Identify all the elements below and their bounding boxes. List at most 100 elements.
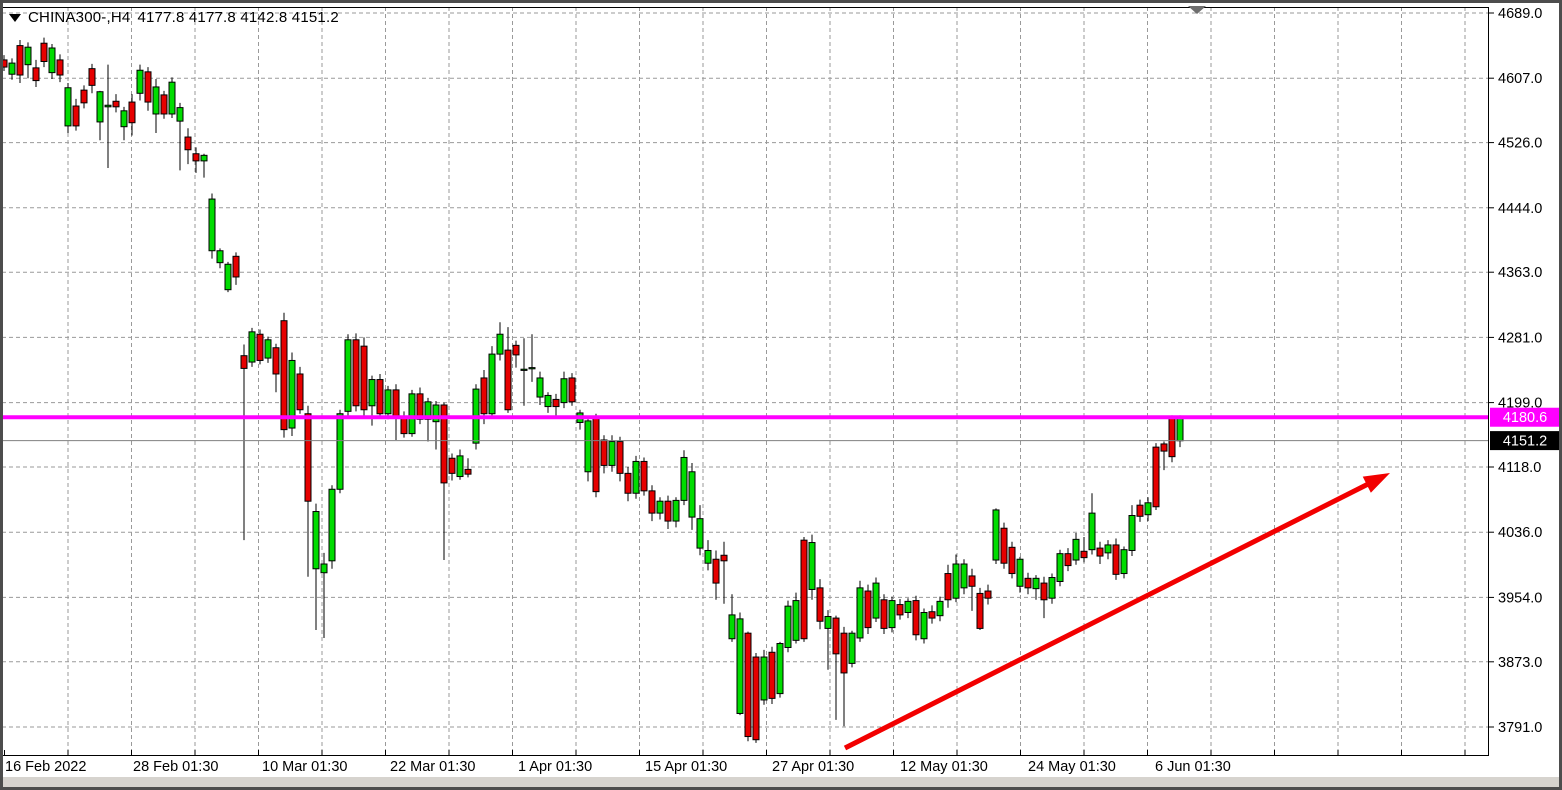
candle-down — [840, 632, 848, 674]
candle-down — [616, 441, 624, 474]
candle-down — [944, 573, 952, 601]
candle-down — [984, 590, 992, 599]
candle-up — [1120, 549, 1128, 575]
candle-down — [304, 413, 312, 502]
candle-up — [1072, 538, 1080, 561]
candle-up — [680, 456, 688, 501]
y-axis-label: 4607.0 — [1498, 71, 1542, 87]
candle-down — [1024, 577, 1032, 589]
candle-down — [464, 468, 472, 475]
candle-up — [104, 104, 112, 108]
candle-up — [248, 331, 256, 363]
candle-down — [768, 651, 776, 699]
candle-up — [368, 379, 376, 407]
candle-up — [456, 455, 464, 478]
candle-down — [600, 439, 608, 466]
candle-down — [88, 68, 96, 86]
candle-up — [24, 46, 32, 66]
candle-up — [1128, 515, 1136, 551]
candle-up — [824, 615, 832, 629]
candle-up — [336, 413, 344, 490]
candle-up — [288, 359, 296, 429]
candle-up — [208, 198, 216, 252]
candle-down — [832, 617, 840, 655]
candle-up — [488, 353, 496, 415]
candle-down — [416, 393, 424, 420]
candle-up — [728, 614, 736, 640]
candle-up — [136, 69, 144, 94]
x-axis-label: 22 Mar 01:30 — [390, 759, 475, 775]
y-axis-label: 4036.0 — [1498, 525, 1542, 541]
candle-down — [160, 94, 168, 115]
candle-down — [800, 539, 808, 640]
candle-down — [816, 587, 824, 622]
candle-up — [960, 563, 968, 589]
candle-down — [1096, 547, 1104, 557]
candle-down — [376, 379, 384, 415]
y-axis-label: 4281.0 — [1498, 330, 1542, 346]
candle-up — [560, 378, 568, 404]
candle-up — [536, 377, 544, 398]
candle-up — [1016, 558, 1024, 587]
candle-down — [1160, 443, 1168, 452]
candle-down — [360, 345, 368, 411]
candle-up — [792, 600, 800, 641]
x-axis-label: 28 Feb 01:30 — [133, 759, 218, 775]
candle-up — [856, 587, 864, 639]
candle-down — [144, 71, 152, 103]
candle-down — [624, 472, 632, 494]
candle-up — [936, 600, 944, 617]
candle-down — [744, 632, 752, 738]
candle-up — [656, 500, 664, 514]
candle-down — [1008, 546, 1016, 575]
candle-down — [440, 404, 448, 484]
candle-up — [920, 612, 928, 640]
candle-down — [400, 417, 408, 435]
candle-down — [184, 136, 192, 151]
candle-up — [608, 441, 616, 466]
candle-down — [648, 490, 656, 514]
candle-up — [384, 389, 392, 415]
candle-up — [696, 518, 704, 549]
chart-shift-marker-icon[interactable] — [1188, 6, 1206, 14]
candle-up — [704, 549, 712, 564]
candle-down — [280, 320, 288, 431]
candle-up — [520, 368, 528, 371]
candle-up — [784, 605, 792, 648]
y-axis-label: 3791.0 — [1498, 720, 1542, 736]
candle-down — [928, 611, 936, 619]
candle-down — [664, 500, 672, 522]
candle-up — [48, 47, 56, 74]
candle-up — [952, 563, 960, 599]
candle-down — [16, 45, 24, 76]
candle-down — [592, 418, 600, 493]
candle-up — [1144, 502, 1152, 516]
candle-down — [232, 255, 240, 278]
candle-down — [640, 460, 648, 492]
candle-up — [320, 563, 328, 574]
candle-down — [1064, 553, 1072, 567]
trend-arrow-line — [843, 479, 1374, 751]
candle-up — [120, 110, 128, 128]
candle-up — [736, 618, 744, 714]
candle-up — [8, 62, 16, 75]
candle-up — [1104, 544, 1112, 554]
ohlc-values: 4177.8 4177.8 4142.8 4151.2 — [137, 9, 339, 26]
candle-down — [880, 599, 888, 629]
y-axis-label: 4363.0 — [1498, 265, 1542, 281]
candle-up — [776, 643, 784, 695]
candle-down — [448, 457, 456, 474]
candle-down — [272, 347, 280, 375]
candle-up — [1056, 553, 1064, 582]
candle-up — [216, 250, 224, 264]
candle-down — [968, 575, 976, 587]
candle-down — [480, 377, 488, 415]
x-axis-label: 6 Jun 01:30 — [1155, 759, 1231, 775]
candle-down — [240, 355, 248, 369]
candle-down — [912, 600, 920, 636]
candle-down — [1152, 446, 1160, 508]
y-axis-label: 4689.0 — [1498, 6, 1542, 22]
candle-down — [976, 592, 984, 629]
